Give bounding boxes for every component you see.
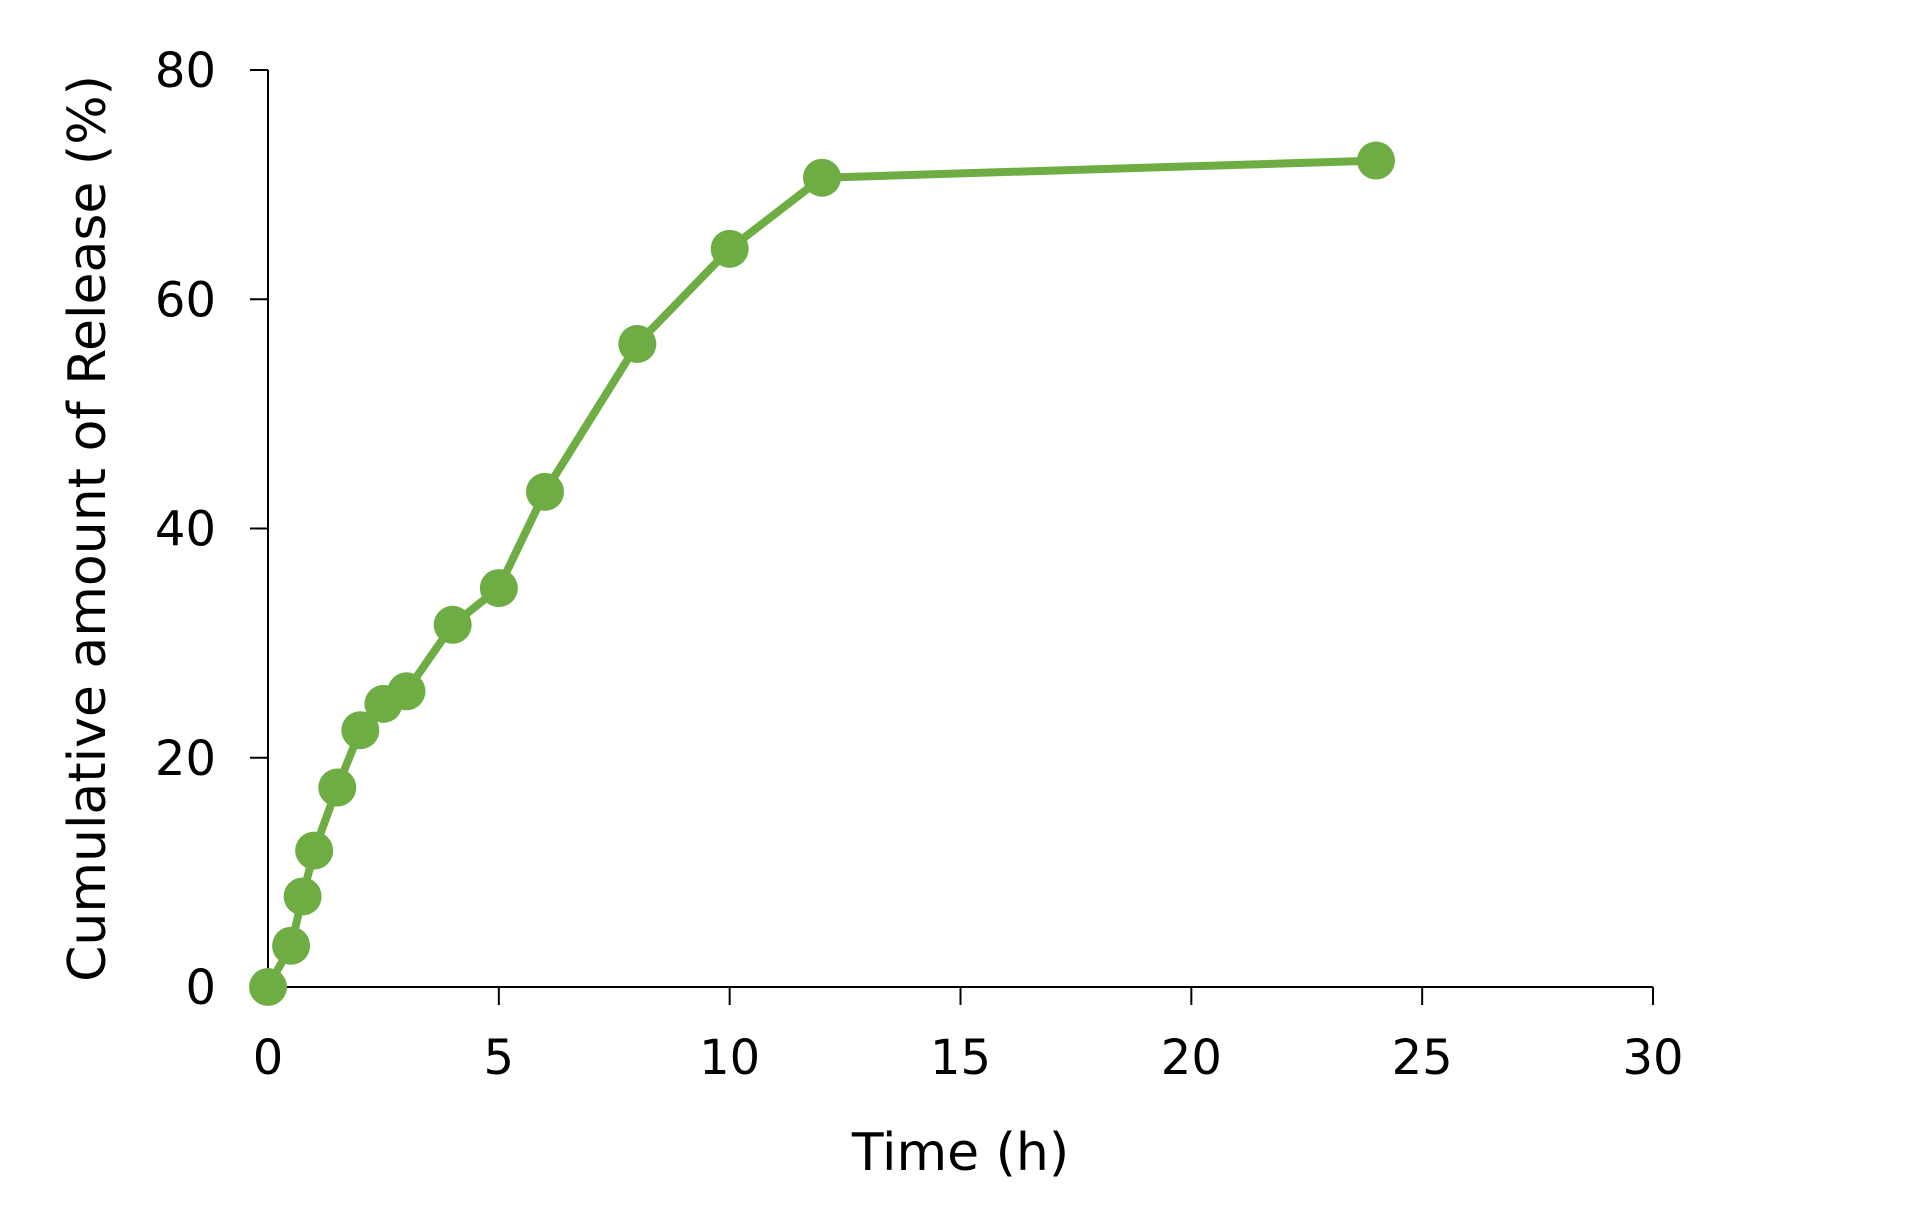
series: [249, 141, 1395, 1006]
y-tick-label: 20: [155, 731, 216, 787]
data-point: [618, 324, 657, 363]
tick-marks: [250, 69, 1654, 1005]
y-tick-label: 60: [155, 272, 216, 328]
x-tick-label: 25: [1392, 1030, 1453, 1086]
data-point: [433, 605, 472, 644]
x-tick-label: 15: [930, 1030, 991, 1086]
x-tick-label: 20: [1161, 1030, 1222, 1086]
x-axis-title: Time (h): [851, 1123, 1069, 1183]
y-tick-labels: 0 20 40 60 80: [155, 43, 216, 1016]
axes: [267, 70, 1653, 988]
data-point: [272, 926, 311, 965]
data-point: [526, 472, 564, 511]
data-point: [710, 229, 749, 268]
x-tick-label: 30: [1622, 1030, 1683, 1086]
x-tick-labels: 0 5 10 15 20 25 30: [253, 1030, 1684, 1086]
x-tick-label: 10: [699, 1030, 760, 1086]
data-point: [387, 672, 426, 711]
data-point: [283, 877, 322, 916]
y-tick-label: 40: [155, 502, 216, 558]
y-axis-title: Cumulative amount of Release (%): [58, 75, 118, 982]
x-tick-label: 5: [484, 1030, 515, 1086]
series-line: [264, 156, 1380, 991]
data-point: [1357, 141, 1395, 180]
data-point: [318, 768, 357, 807]
x-tick-label: 0: [253, 1030, 284, 1086]
y-tick-label: 0: [185, 960, 216, 1016]
data-point: [803, 158, 841, 197]
data-point: [341, 711, 380, 750]
data-point: [249, 968, 287, 1006]
y-tick-label: 80: [155, 43, 216, 99]
data-point: [295, 831, 334, 870]
data-point: [479, 569, 518, 608]
